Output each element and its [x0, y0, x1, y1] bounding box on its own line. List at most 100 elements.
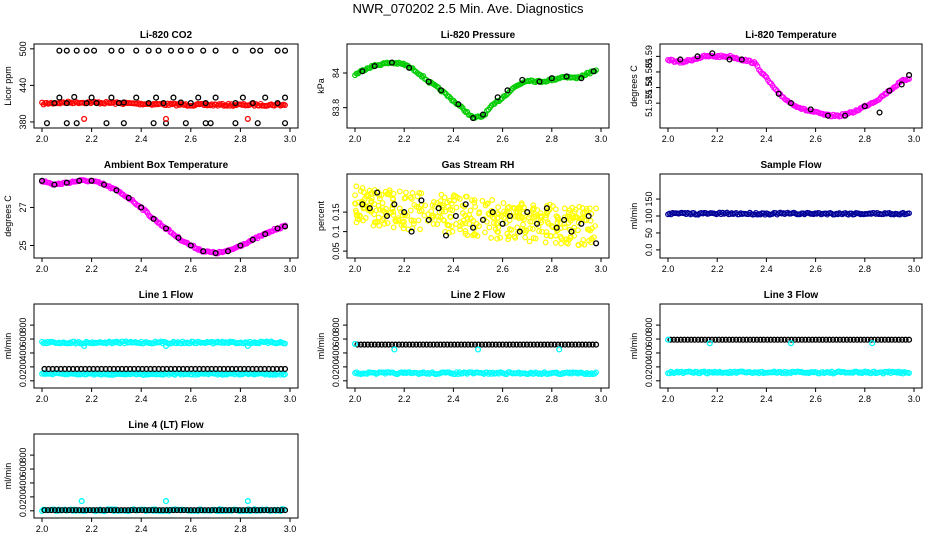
data-point	[130, 199, 137, 205]
data-point	[133, 47, 140, 54]
data-point	[177, 99, 184, 106]
data-point	[494, 235, 501, 242]
data-point	[374, 219, 381, 225]
data-point	[128, 507, 135, 514]
data-point	[575, 241, 582, 248]
data-point	[383, 212, 391, 220]
plot-frame	[659, 173, 923, 259]
data-point	[471, 197, 478, 204]
data-point	[62, 507, 69, 514]
data-point	[149, 507, 156, 514]
data-point	[544, 203, 550, 209]
plot-frame	[346, 43, 610, 129]
data-point	[874, 336, 882, 343]
data-point	[512, 234, 519, 241]
data-point	[370, 222, 377, 229]
y-tick-label: 27	[18, 202, 28, 212]
data-point	[762, 72, 768, 79]
data-point	[715, 336, 722, 343]
y-axis-label: ml/min	[629, 203, 639, 230]
data-point	[424, 217, 431, 224]
data-point	[492, 341, 499, 348]
data-point	[86, 507, 93, 514]
data-point	[664, 336, 672, 343]
data-point	[390, 224, 397, 231]
plot-frame	[346, 173, 610, 259]
data-point	[114, 365, 121, 373]
panel-co2: Li-820 CO2 Licor ppm 2.0 2.2 2.4 2.6 2.8 3.0 380…	[3, 30, 299, 144]
data-point	[579, 215, 586, 222]
data-point	[430, 212, 437, 219]
data-point	[505, 236, 512, 243]
data-point	[504, 87, 511, 94]
x-tick-label: 2.6	[809, 394, 822, 404]
x-tick-label: 2.6	[496, 264, 509, 274]
panel-title: Line 4 (LT) Flow	[128, 420, 204, 431]
x-tick-label: 2.2	[398, 264, 411, 274]
data-point	[444, 222, 451, 228]
data-point	[371, 63, 378, 70]
x-tick-label: 2.6	[496, 134, 509, 144]
data-point	[240, 507, 247, 514]
y-tick-label: 0.15	[331, 203, 341, 221]
data-point	[906, 72, 913, 79]
panel-line3: Line 3 Flow ml/min 2.0 2.2 2.4 2.6 2.8 3.0 0.020…	[629, 290, 923, 404]
data-point	[384, 220, 391, 227]
data-point	[670, 336, 677, 343]
data-point	[55, 507, 62, 514]
data-point	[243, 507, 250, 514]
data-point	[385, 190, 392, 197]
data-point	[108, 94, 115, 101]
data-point	[408, 196, 415, 202]
x-tick-label: 2.8	[234, 524, 247, 534]
data-point	[74, 365, 81, 373]
data-point	[536, 78, 543, 85]
data-point	[583, 206, 590, 212]
data-point	[109, 340, 116, 347]
series-values	[39, 177, 288, 257]
panel-licor_temp: Li-820 Temperature degrees C 2.0 2.2 2.4 2.6 2…	[629, 30, 923, 144]
data-point	[103, 120, 110, 127]
y-tick-label: 51.58	[644, 76, 654, 99]
y-tick-label: 800	[18, 448, 28, 463]
data-point	[228, 365, 236, 373]
data-point	[494, 94, 501, 101]
data-point	[416, 189, 423, 196]
data-point	[467, 207, 474, 214]
data-point	[48, 507, 55, 514]
plot-frame	[346, 303, 610, 389]
data-point	[515, 212, 522, 219]
data-point	[205, 507, 212, 514]
data-point	[274, 47, 281, 54]
x-tick-label: 3.0	[595, 134, 608, 144]
data-point	[249, 47, 256, 54]
data-point	[356, 213, 363, 220]
data-point	[184, 365, 191, 373]
data-point	[736, 336, 743, 343]
data-point	[548, 341, 555, 348]
data-point	[281, 47, 289, 54]
data-point	[391, 346, 398, 353]
data-point	[72, 507, 79, 514]
data-point	[422, 202, 429, 209]
data-point	[215, 507, 222, 514]
data-point	[533, 220, 541, 227]
series-reference	[359, 59, 597, 122]
plot-frame	[33, 303, 299, 389]
data-point	[898, 81, 905, 88]
data-point	[558, 341, 565, 348]
x-tick-label: 2.4	[447, 264, 460, 274]
x-tick-label: 2.0	[662, 394, 675, 404]
data-point	[125, 507, 132, 514]
data-point	[490, 220, 497, 226]
x-tick-label: 2.2	[85, 134, 98, 144]
data-point	[529, 226, 536, 232]
data-point	[376, 206, 383, 213]
data-point	[563, 73, 570, 80]
data-point	[241, 365, 248, 373]
data-point	[415, 217, 422, 224]
data-point	[805, 336, 812, 343]
data-point	[196, 365, 203, 373]
data-point	[505, 233, 512, 240]
x-tick-label: 2.4	[135, 264, 148, 274]
